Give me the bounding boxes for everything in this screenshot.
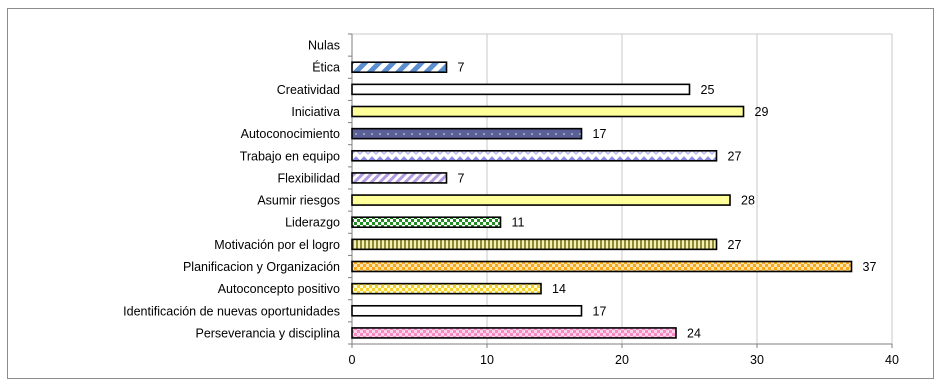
data-label: 7 xyxy=(458,61,465,75)
category-label: Asumir riesgos xyxy=(257,194,340,208)
data-label: 25 xyxy=(701,83,715,97)
category-label: Motivación por el logro xyxy=(214,238,340,252)
category-label: Liderazgo xyxy=(285,216,340,230)
x-tick-label: 30 xyxy=(750,353,764,367)
data-label: 28 xyxy=(741,194,755,208)
bar xyxy=(351,194,731,206)
x-tick-label: 10 xyxy=(480,353,494,367)
category-label: Autoconcepto positivo xyxy=(218,282,340,296)
category-label: Planificacion y Organización xyxy=(183,260,340,274)
data-label: 7 xyxy=(458,171,465,185)
data-label: 17 xyxy=(593,304,607,318)
bar xyxy=(351,105,745,118)
data-label: 11 xyxy=(512,216,525,230)
category-label: Trabajo en equipo xyxy=(240,149,340,163)
category-label: Flexibilidad xyxy=(277,171,340,185)
data-label: 27 xyxy=(728,238,742,252)
x-tick-label: 40 xyxy=(885,353,899,367)
bar xyxy=(351,61,448,74)
category-label: Perseverancia y disciplina xyxy=(195,326,340,340)
category-label: Creatividad xyxy=(277,83,340,97)
data-label: 17 xyxy=(593,127,607,141)
x-tick-label: 20 xyxy=(615,353,629,367)
data-label: 24 xyxy=(687,326,701,340)
bar xyxy=(351,304,583,317)
bar xyxy=(351,238,718,251)
chart-frame xyxy=(7,8,934,379)
category-label: Nulas xyxy=(308,39,340,53)
category-label: Identificación de nuevas oportunidades xyxy=(123,304,340,318)
bar xyxy=(351,282,542,295)
x-tick-label: 0 xyxy=(349,353,356,367)
bar xyxy=(351,260,853,273)
data-label: 29 xyxy=(755,105,769,119)
bar xyxy=(351,127,583,140)
bar xyxy=(351,327,677,339)
bar xyxy=(351,149,718,162)
data-label: 37 xyxy=(863,260,877,274)
category-label: Iniciativa xyxy=(291,105,340,119)
bar xyxy=(351,216,502,229)
data-label: 27 xyxy=(728,149,742,163)
category-label: Autoconocimiento xyxy=(241,127,340,141)
bar xyxy=(351,83,691,96)
data-label: 14 xyxy=(552,282,566,296)
bar xyxy=(351,172,448,184)
category-label: Ética xyxy=(312,60,340,75)
